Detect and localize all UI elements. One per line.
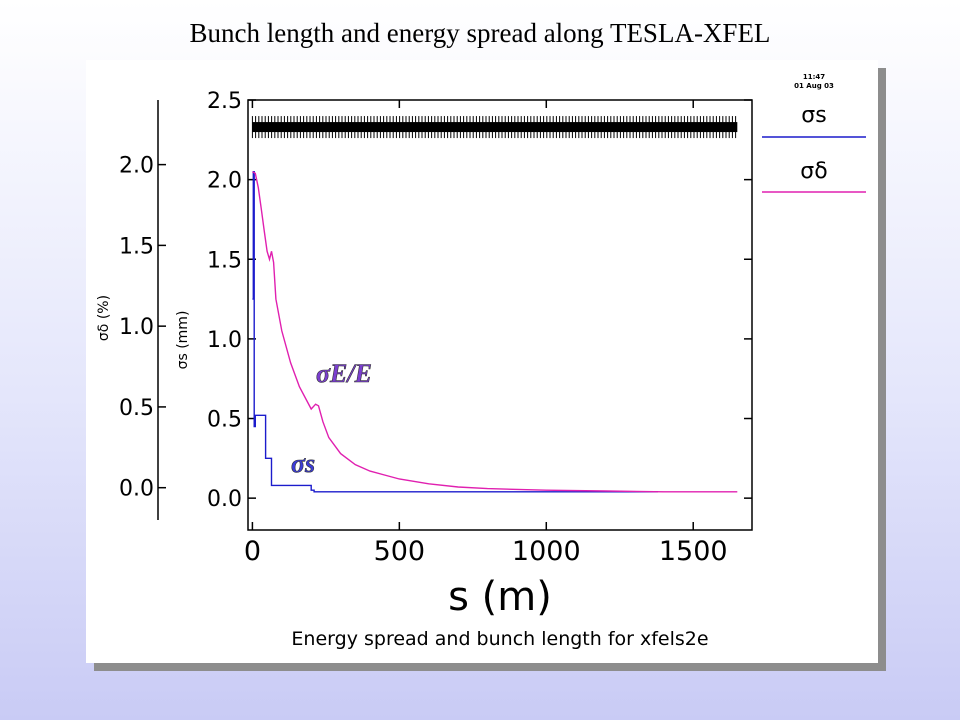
x-tick-label: 500 xyxy=(374,536,426,567)
y-tick-label-sigma-delta: 1.5 xyxy=(119,234,154,259)
x-tick-label: 1000 xyxy=(512,536,581,567)
y-axis-label-left: σδ (%) xyxy=(96,295,112,341)
slide-title: Bunch length and energy spread along TES… xyxy=(189,18,771,48)
y-tick-label-sigma-delta: 0.0 xyxy=(119,477,154,502)
legend-label-sigma-delta: σδ xyxy=(800,159,827,184)
y-tick-label-sigma-delta: 0.5 xyxy=(119,396,154,421)
plot-frame xyxy=(247,99,753,531)
lattice-band xyxy=(252,122,738,133)
series-line-0 xyxy=(252,170,658,493)
y-tick-label-sigma-s: 0.0 xyxy=(207,487,242,512)
annotation-bunch-length: σs xyxy=(291,449,315,478)
y-tick-label-sigma-s: 1.5 xyxy=(207,248,242,273)
y-tick-label-sigma-delta: 2.0 xyxy=(119,154,154,179)
y-tick-label-sigma-s: 2.0 xyxy=(207,169,242,194)
y-tick-label-sigma-s: 0.5 xyxy=(207,408,242,433)
annotation-energy-spread: σE/E xyxy=(316,359,372,388)
legend-label-sigma-s: σs xyxy=(801,103,826,128)
y-axis-label-right: σs (mm) xyxy=(175,311,191,370)
timestamp-time: 11:47 xyxy=(803,73,825,81)
plot-panel: 0 500 1000 1500 0.0 0.5 1.0 1.5 2.0 2.5 0.0 0.5 1.0 1… xyxy=(86,60,878,663)
x-tick-label: 0 xyxy=(244,536,261,567)
x-tick-label: 1500 xyxy=(659,536,728,567)
x-axis-label: s (m) xyxy=(448,574,552,620)
y-tick-label-sigma-s: 2.5 xyxy=(207,89,242,114)
y-tick-label-sigma-delta: 1.0 xyxy=(119,315,154,340)
series-line-1 xyxy=(252,171,738,493)
plot-caption: Energy spread and bunch length for xfels… xyxy=(291,628,708,650)
timestamp-date: 01 Aug 03 xyxy=(794,82,834,90)
chart: 0 500 1000 1500 0.0 0.5 1.0 1.5 2.0 2.5 0.0 0.5 1.0 1… xyxy=(96,73,866,650)
y-tick-label-sigma-s: 1.0 xyxy=(207,328,242,353)
